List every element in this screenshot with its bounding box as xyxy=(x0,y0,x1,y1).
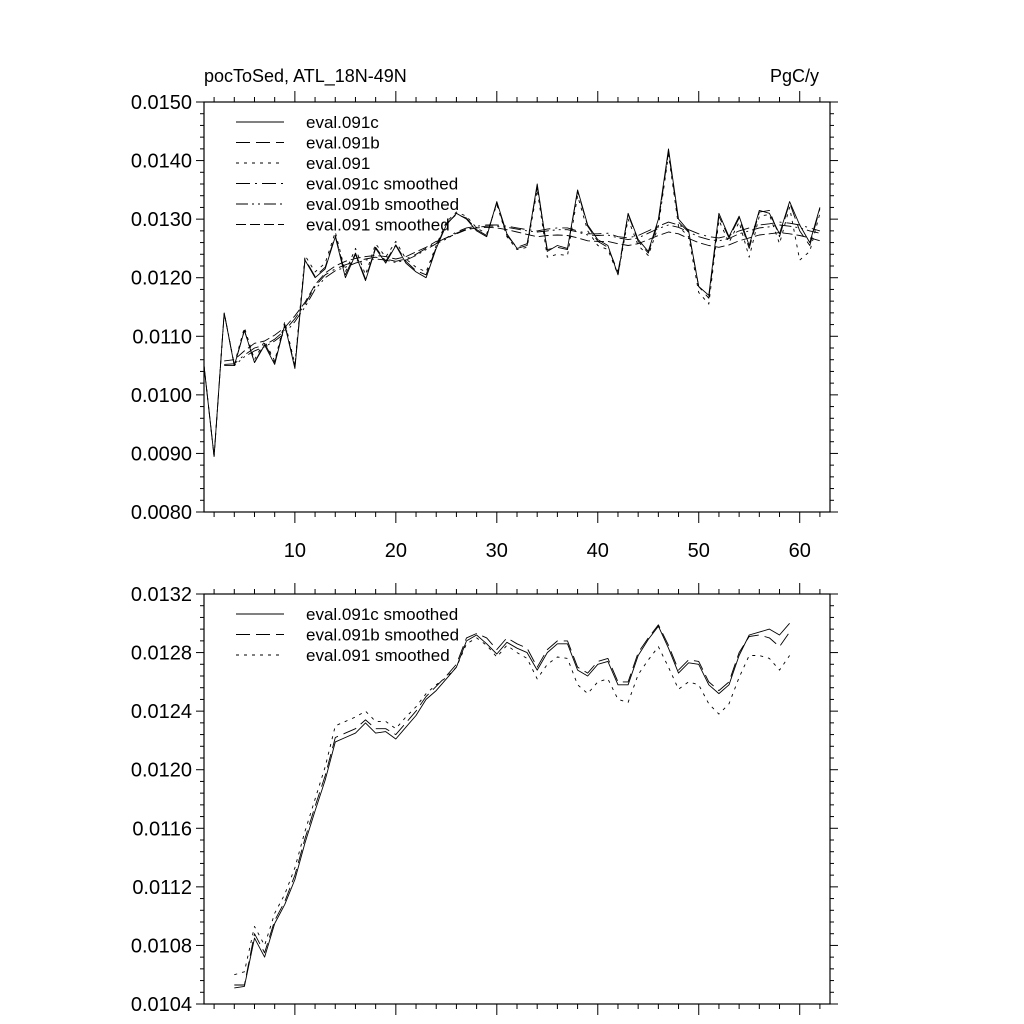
series-line-1 xyxy=(234,623,790,989)
y-tick-label: 0.0124 xyxy=(131,701,192,723)
bottom-panel-frame xyxy=(203,593,831,1005)
legend-label: eval.091c smoothed xyxy=(306,175,458,194)
x-tick-label: 60 xyxy=(789,540,811,562)
legend-label: eval.091b smoothed xyxy=(306,195,459,214)
top-panel-frame xyxy=(203,101,831,513)
y-tick-label: 0.0112 xyxy=(132,877,192,899)
x-tick-label: 50 xyxy=(688,540,710,562)
chart-title: pocToSed, ATL_18N-49N xyxy=(204,66,407,87)
series-line-5 xyxy=(224,224,820,367)
legend-label: eval.091 smoothed xyxy=(306,646,450,665)
y-tick-label: 0.0090 xyxy=(131,443,192,465)
series-line-4 xyxy=(224,221,821,365)
y-tick-label: 0.0120 xyxy=(131,268,192,290)
y-tick-label: 0.0140 xyxy=(131,151,192,173)
y-tick-label: 0.0108 xyxy=(131,935,192,957)
bottom-panel-legend: eval.091c smoothed eval.091b smoothedeval… xyxy=(236,605,459,665)
y-tick-label: 0.0120 xyxy=(131,760,192,782)
bottom-panel: 0.0104 0.0108 0.0112 0.0116 0.0120 0.0124 0.01… xyxy=(131,583,838,1016)
series-line-3 xyxy=(234,637,790,976)
legend-label: eval.091c xyxy=(306,113,379,132)
x-tick-label: 30 xyxy=(486,540,508,562)
series-line-2 xyxy=(203,151,821,457)
legend-label: eval.091 xyxy=(306,154,370,173)
y-tick-label: 0.0130 xyxy=(131,209,192,231)
bottom-panel-series xyxy=(234,623,790,989)
y-tick-label: 0.0150 xyxy=(131,92,192,114)
legend-label: eval.091 smoothed xyxy=(306,216,450,235)
y-tick-label: 0.0128 xyxy=(131,643,192,665)
series-line-6 xyxy=(224,226,821,362)
legend-label: eval.091b smoothed xyxy=(306,626,459,645)
y-tick-label: 0.0110 xyxy=(132,326,192,348)
y-tick-label: 0.0132 xyxy=(131,584,192,606)
legend-label: eval.091c smoothed xyxy=(306,605,458,624)
top-panel-series xyxy=(203,148,821,457)
series-line-3 xyxy=(203,154,821,457)
units-label: PgC/y xyxy=(770,66,819,86)
y-tick-label: 0.0080 xyxy=(131,502,192,524)
y-tick-label: 0.0100 xyxy=(131,385,192,407)
legend-label: eval.091b xyxy=(306,134,380,153)
series-line-1 xyxy=(203,148,821,457)
top-panel-ticks: 0.0080 0.0090 0.0100 0.0110 0.0120 0.0130 0.01… xyxy=(131,91,838,562)
x-tick-label: 10 xyxy=(284,540,306,562)
y-tick-label: 0.0116 xyxy=(132,818,192,840)
y-tick-label: 0.0104 xyxy=(131,994,192,1016)
top-panel: pocToSed, ATL_18N-49N PgC/y 0.0080 0.0090… xyxy=(131,66,838,562)
x-tick-label: 40 xyxy=(587,540,609,562)
series-line-2 xyxy=(234,624,790,986)
bottom-panel-ticks: 0.0104 0.0108 0.0112 0.0116 0.0120 0.0124 0.01… xyxy=(131,583,838,1016)
x-tick-label: 20 xyxy=(385,540,407,562)
